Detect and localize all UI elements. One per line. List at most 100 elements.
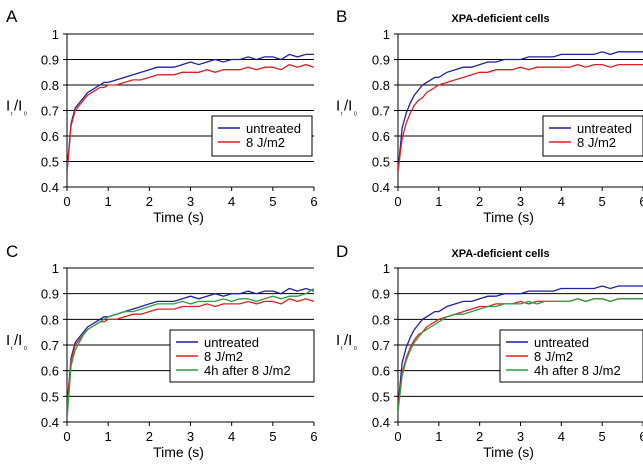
x-tick-label: 6 [639,429,643,444]
x-tick-label: 3 [187,194,194,209]
legend-label: untreated [246,121,301,136]
x-tick-label: 0 [394,194,401,209]
x-tick-label: 1 [105,194,112,209]
chart-title: XPA-deficient cells [451,248,549,260]
legend-label: untreated [577,121,632,136]
series-line-0 [398,285,643,407]
y-tick-label: 0.8 [372,78,390,93]
y-tick-label: 0.7 [372,338,390,353]
y-label-sub: 0 [24,112,27,118]
y-tick-label: 1 [383,27,390,42]
x-tick-label: 2 [146,429,153,444]
y-label-sub: t [11,346,13,352]
y-label-main: I [6,98,10,115]
x-tick-label: 5 [599,429,606,444]
y-label-main: I [6,332,10,349]
panel-letter: A [6,7,18,26]
y-label-slash: /I [344,98,352,115]
y-tick-label: 0.7 [41,104,59,119]
x-tick-label: 1 [435,194,442,209]
chart-title: XPA-deficient cells [451,13,549,25]
y-tick-label: 0.7 [372,104,390,119]
legend-label: 8 J/m2 [534,349,573,364]
y-tick-label: 0.8 [41,312,59,327]
x-tick-label: 3 [517,429,524,444]
legend-label: untreated [204,335,259,350]
series-line-0 [67,53,314,172]
series-line-2 [67,287,315,420]
panel-d: D XPA-deficient cells 0.4 0.5 0.6 0.7 0.8 0.9 1 0… [336,242,643,460]
y-tick-label: 1 [52,261,59,276]
x-tick-label: 0 [63,429,70,444]
y-label-slash: /I [14,332,22,349]
x-axis-label: Time (s) [153,209,204,225]
y-tick-label: 1 [52,27,59,42]
y-tick-label: 0.7 [41,338,59,353]
legend-label: 4h after 8 J/m2 [204,363,291,378]
y-tick-label: 0.6 [41,364,59,379]
y-tick-label: 0.5 [372,389,390,404]
x-tick-label: 5 [599,194,606,209]
y-label-main: I [336,332,340,349]
panel-b: B XPA-deficient cells 0.4 0.5 0.6 0.7 0.8 0.9 1 0… [336,7,643,225]
y-label-sub: 0 [354,346,357,352]
y-label-sub: 0 [24,346,27,352]
x-tick-label: 3 [187,429,194,444]
y-tick-label: 1 [383,261,390,276]
x-tick-label: 6 [639,194,643,209]
x-tick-label: 6 [310,429,317,444]
y-tick-label: 0.4 [41,415,59,430]
x-tick-label: 5 [269,194,276,209]
x-tick-label: 1 [435,429,442,444]
x-tick-label: 4 [558,194,565,209]
x-tick-label: 3 [517,194,524,209]
y-tick-label: 0.5 [41,389,59,404]
panel-letter: D [336,242,348,261]
series-line-0 [398,51,643,172]
x-tick-label: 4 [558,429,565,444]
y-tick-label: 0.4 [372,180,390,195]
y-tick-label: 0.5 [41,155,59,170]
y-label-slash: /I [344,332,352,349]
y-label-sub: t [341,112,343,118]
y-label-sub: t [341,346,343,352]
x-tick-label: 2 [476,429,483,444]
x-axis-label: Time (s) [153,444,204,460]
legend-label: 4h after 8 J/m2 [534,363,621,378]
y-tick-label: 0.8 [372,312,390,327]
series-line-1 [67,63,315,172]
x-tick-label: 1 [105,429,112,444]
series-line-1 [398,63,643,172]
y-label-sub: t [11,112,13,118]
y-label-main: I [336,98,340,115]
x-tick-label: 5 [269,429,276,444]
y-tick-label: 0.8 [41,78,59,93]
x-tick-label: 2 [476,194,483,209]
x-axis-label: Time (s) [483,444,534,460]
panel-letter: C [6,242,18,261]
y-tick-label: 0.4 [41,180,59,195]
series-line-0 [67,287,315,407]
y-tick-label: 0.6 [41,129,59,144]
x-tick-label: 4 [228,429,235,444]
series-line-2 [398,298,643,412]
y-tick-label: 0.6 [372,129,390,144]
legend-box [542,115,643,157]
x-tick-label: 0 [63,194,70,209]
y-tick-label: 0.9 [372,287,390,302]
x-tick-label: 6 [310,194,317,209]
legend-label: 8 J/m2 [577,135,616,150]
y-label-slash: /I [14,98,22,115]
y-tick-label: 0.6 [372,364,390,379]
y-label-sub: 0 [354,112,357,118]
legend-label: untreated [534,335,589,350]
y-tick-label: 0.9 [372,53,390,68]
x-tick-label: 2 [146,194,153,209]
